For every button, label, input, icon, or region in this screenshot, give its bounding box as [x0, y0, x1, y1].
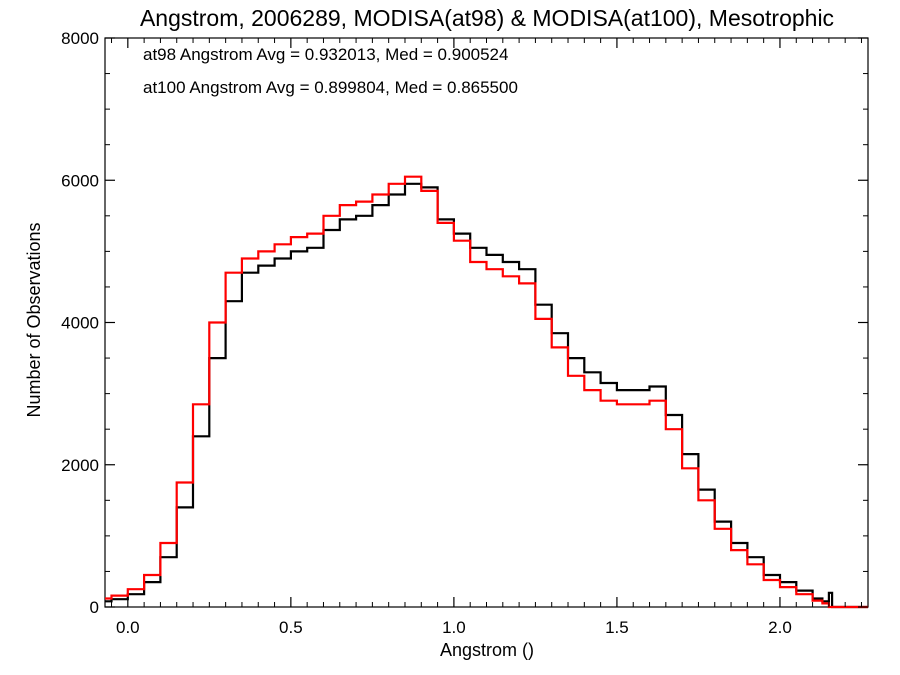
x-tick-label: 1.0: [442, 618, 466, 637]
x-axis-label: Angstrom (): [440, 640, 534, 660]
series-line-0: [105, 182, 868, 609]
y-tick-label: 6000: [61, 171, 99, 190]
chart-title: Angstrom, 2006289, MODISA(at98) & MODISA…: [140, 5, 834, 31]
x-tick-label: 0.0: [116, 618, 140, 637]
series-line-1: [105, 175, 868, 609]
x-tick-label: 0.5: [279, 618, 303, 637]
x-tick-label: 1.5: [605, 618, 629, 637]
annotation-at98: at98 Angstrom Avg = 0.932013, Med = 0.90…: [143, 45, 508, 64]
y-tick-label: 4000: [61, 314, 99, 333]
annotation-at100: at100 Angstrom Avg = 0.899804, Med = 0.8…: [143, 78, 518, 97]
x-tick-label: 2.0: [768, 618, 792, 637]
y-axis-label: Number of Observations: [24, 222, 44, 417]
plot-area: [104, 37, 869, 609]
y-tick-label: 2000: [61, 456, 99, 475]
y-tick-label: 0: [90, 598, 99, 617]
y-tick-label: 8000: [61, 29, 99, 48]
x-axis: 0.0 0.5 1.0 1.5 2.0: [111, 38, 862, 637]
y-axis: 0 2000 4000 6000 8000: [61, 29, 868, 617]
